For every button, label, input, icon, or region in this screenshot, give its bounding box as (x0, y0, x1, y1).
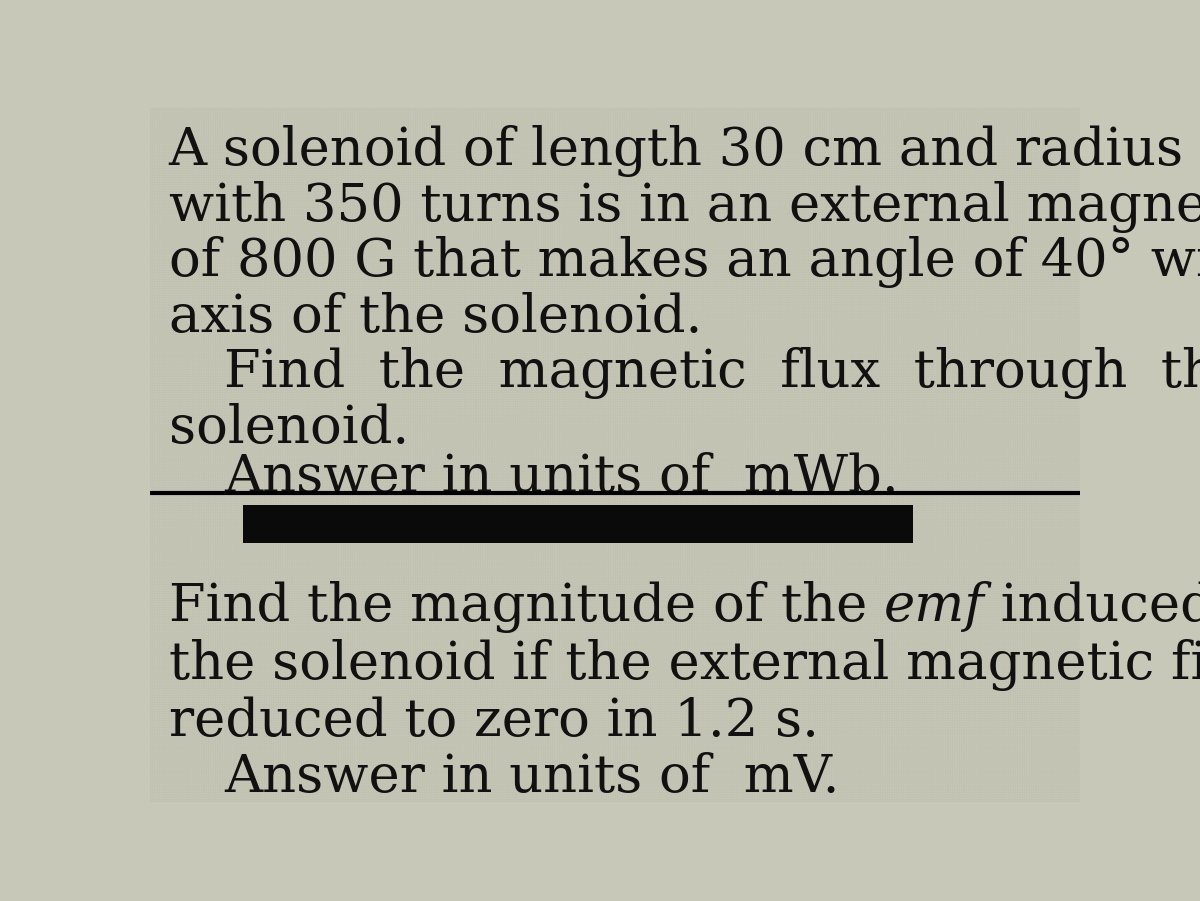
Text: reduced to zero in 1.2 s.: reduced to zero in 1.2 s. (168, 696, 818, 748)
Text: Answer in units of  mV.: Answer in units of mV. (224, 752, 840, 803)
Text: Find the magnitude of the: Find the magnitude of the (168, 581, 883, 633)
Text: with 350 turns is in an external magnetic field: with 350 turns is in an external magneti… (168, 181, 1200, 233)
Text: of 800 G that makes an angle of 40° with the: of 800 G that makes an angle of 40° with… (168, 236, 1200, 288)
Bar (242, 505, 913, 543)
Text: Answer in units of  mWb.: Answer in units of mWb. (224, 451, 899, 503)
Text: Find  the  magnetic  flux  through  the: Find the magnetic flux through the (224, 348, 1200, 399)
Text: the solenoid if the external magnetic field is: the solenoid if the external magnetic fi… (168, 639, 1200, 691)
Text: emf: emf (883, 581, 984, 633)
Text: induced in: induced in (984, 581, 1200, 633)
Text: solenoid.: solenoid. (168, 403, 409, 454)
Text: A solenoid of length 30 cm and radius 1.4 cm: A solenoid of length 30 cm and radius 1.… (168, 125, 1200, 177)
Text: axis of the solenoid.: axis of the solenoid. (168, 292, 702, 343)
